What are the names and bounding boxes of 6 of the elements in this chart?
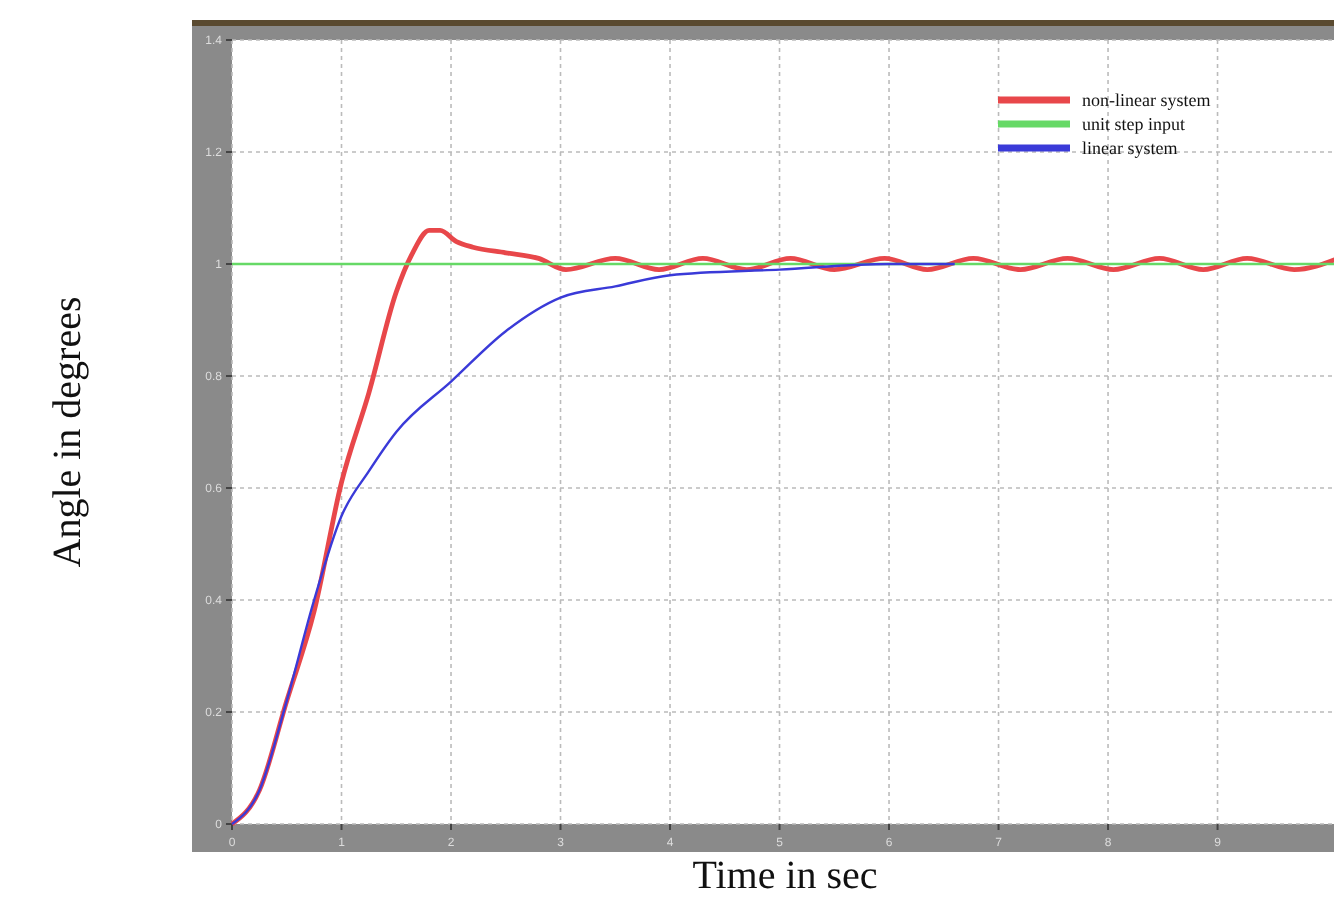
x-axis-title: Time in sec — [692, 854, 878, 898]
legend-label: unit step input — [1082, 114, 1186, 134]
y-axis-title: Angle in degrees — [46, 296, 90, 568]
line-series — [230, 262, 956, 826]
legend-label: non-linear system — [1082, 90, 1211, 110]
legend-label: linear system — [1082, 138, 1178, 158]
